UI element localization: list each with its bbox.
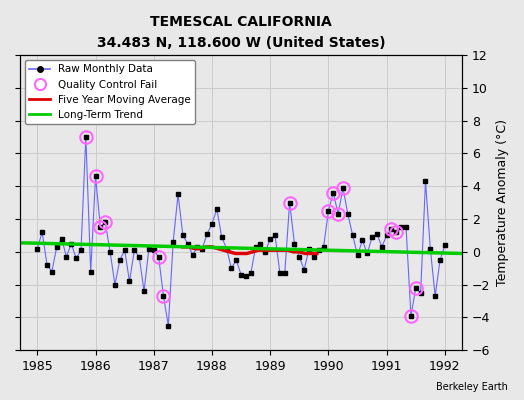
Title: TEMESCAL CALIFORNIA
34.483 N, 118.600 W (United States): TEMESCAL CALIFORNIA 34.483 N, 118.600 W …: [97, 15, 386, 50]
Y-axis label: Temperature Anomaly (°C): Temperature Anomaly (°C): [496, 119, 509, 286]
Text: Berkeley Earth: Berkeley Earth: [436, 382, 508, 392]
Legend: Raw Monthly Data, Quality Control Fail, Five Year Moving Average, Long-Term Tren: Raw Monthly Data, Quality Control Fail, …: [25, 60, 195, 124]
